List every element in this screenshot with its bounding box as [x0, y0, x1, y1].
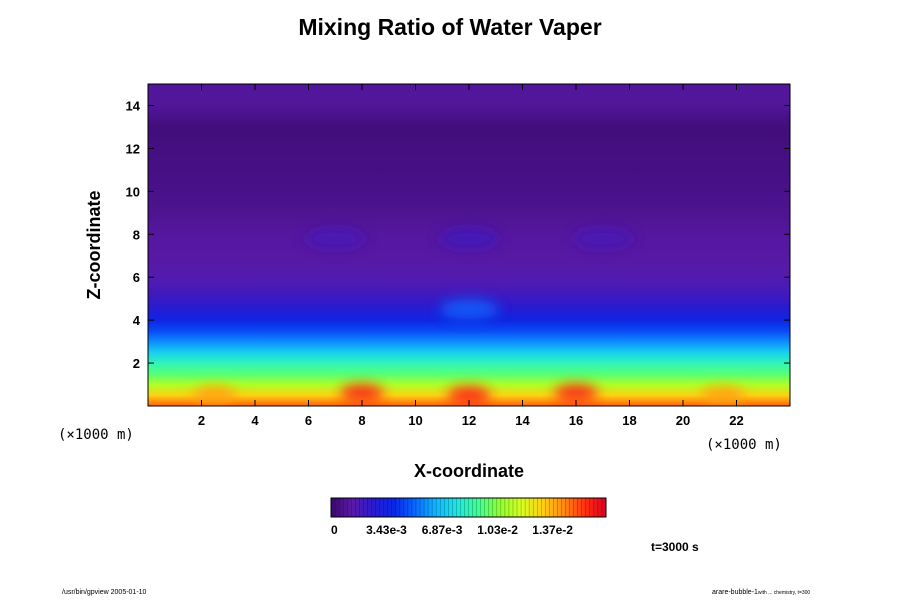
- z-unit-label: (×1000 m): [58, 427, 134, 443]
- x-tick-label: 14: [515, 413, 530, 428]
- colorbar-tick-label: 6.87e-3: [422, 523, 463, 537]
- footer-right-main: arare-bubble-1: [712, 589, 758, 596]
- heatmap-feature: [701, 386, 746, 405]
- x-tick-label: 8: [358, 413, 365, 428]
- x-axis: 2 4 6 8 10 12 14 16 18 20 22: [198, 84, 744, 428]
- x-unit-label: (×1000 m): [706, 437, 782, 453]
- heatmap-feature: [439, 228, 499, 249]
- y-tick-label: 10: [126, 184, 140, 199]
- y-axis: 2 4 6 8 10 12 14: [126, 98, 790, 371]
- x-axis-title: X-coordinate: [414, 461, 524, 481]
- heatmap-feature: [192, 386, 237, 405]
- y-tick-label: 8: [133, 227, 140, 242]
- heatmap-feature: [447, 386, 491, 405]
- colorbar: 0 3.43e-3 6.87e-3 1.03e-2 1.37e-2: [330, 497, 607, 537]
- footer-left: /usr/bin/gpview 2005-01-10: [62, 589, 147, 596]
- footer-right: arare-bubble-1with ... chemistry, t=300: [712, 589, 810, 596]
- heatmap-feature: [340, 384, 384, 403]
- time-label: t=3000 s: [651, 540, 699, 554]
- y-tick-label: 2: [133, 356, 140, 371]
- y-tick-label: 4: [133, 313, 141, 328]
- colorbar-tick-label: 0: [331, 523, 338, 537]
- heatmap-feature: [305, 228, 366, 249]
- y-tick-label: 14: [126, 98, 141, 113]
- x-tick-label: 18: [622, 413, 636, 428]
- x-tick-label: 22: [729, 413, 743, 428]
- y-tick-label: 6: [133, 270, 140, 285]
- colorbar-tick-label: 1.03e-2: [477, 523, 518, 537]
- colorbar-tick-label: 3.43e-3: [366, 523, 407, 537]
- plot-area: [148, 84, 790, 406]
- x-tick-label: 16: [569, 413, 583, 428]
- x-tick-label: 10: [408, 413, 422, 428]
- colorbar-labels: 0 3.43e-3 6.87e-3 1.03e-2 1.37e-2: [331, 523, 573, 537]
- y-axis-title: Z-coordinate: [84, 190, 104, 299]
- x-tick-label: 2: [198, 413, 205, 428]
- heatmap-features: [192, 228, 746, 405]
- y-tick-label: 12: [126, 141, 140, 156]
- footer-right-sub: with ... chemistry, t=300: [757, 590, 811, 596]
- x-tick-label: 6: [305, 413, 312, 428]
- x-tick-label: 20: [676, 413, 690, 428]
- x-tick-label: 4: [251, 413, 259, 428]
- heatmap-feature: [572, 228, 633, 249]
- x-tick-label: 12: [462, 413, 476, 428]
- colorbar-divisions: [334, 498, 603, 517]
- heatmap-feature: [439, 299, 499, 320]
- colorbar-tick-label: 1.37e-2: [532, 523, 573, 537]
- chart-title: Mixing Ratio of Water Vaper: [298, 14, 602, 40]
- heatmap-feature: [554, 384, 598, 403]
